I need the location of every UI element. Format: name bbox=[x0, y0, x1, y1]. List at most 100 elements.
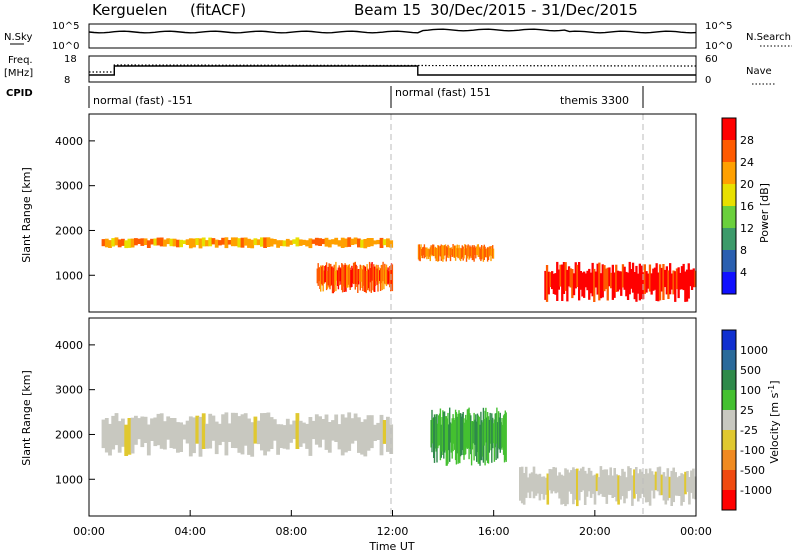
echo-cell bbox=[617, 475, 620, 505]
echo-cell bbox=[134, 415, 138, 445]
echo-cell bbox=[690, 269, 694, 290]
cpid-mode-2: normal (fast) 151 bbox=[395, 86, 491, 99]
echo-cell bbox=[436, 248, 438, 261]
echo-cell bbox=[172, 418, 177, 449]
echo-cell bbox=[176, 239, 180, 248]
echo-cell bbox=[373, 264, 375, 292]
nave-label: Nave bbox=[746, 66, 772, 77]
echo-cell bbox=[465, 244, 467, 255]
echo-cell bbox=[247, 418, 251, 455]
echo-cell bbox=[430, 420, 432, 448]
echo-cell bbox=[492, 423, 495, 444]
echo-cell bbox=[378, 267, 380, 284]
echo-cell bbox=[376, 239, 381, 245]
echo-cell bbox=[670, 470, 673, 506]
y-tick-label: 2000 bbox=[55, 428, 83, 441]
echo-cell bbox=[380, 265, 383, 284]
echo-cell bbox=[526, 477, 530, 493]
echo-cell bbox=[272, 419, 277, 441]
echo-cell bbox=[623, 471, 626, 504]
echo-cell bbox=[484, 410, 486, 466]
colorbar-swatch bbox=[722, 228, 736, 251]
echo-cell bbox=[635, 265, 638, 302]
colorbar-swatch bbox=[722, 430, 736, 451]
colorbar-tick-label: 28 bbox=[740, 134, 754, 147]
echo-cell bbox=[667, 270, 670, 299]
echo-cell bbox=[376, 268, 378, 285]
echo-cell bbox=[474, 246, 476, 255]
echo-cell bbox=[179, 422, 183, 452]
echo-cell bbox=[179, 239, 183, 248]
echo-cell bbox=[665, 266, 668, 295]
echo-cell bbox=[159, 413, 164, 449]
echo-cell bbox=[298, 420, 303, 447]
echo-cell bbox=[382, 239, 387, 246]
echo-cell bbox=[613, 272, 616, 298]
echo-cell bbox=[480, 411, 482, 461]
echo-cell bbox=[459, 413, 461, 464]
echo-cell bbox=[576, 468, 579, 507]
echo-cell bbox=[650, 471, 654, 491]
echo-cell bbox=[503, 413, 506, 463]
echo-cell bbox=[550, 469, 553, 494]
echo-cell bbox=[647, 273, 650, 289]
colorbar-swatch bbox=[722, 370, 736, 391]
echo-cell bbox=[562, 262, 566, 294]
echo-cell bbox=[295, 413, 300, 449]
echo-cell bbox=[433, 414, 436, 463]
echo-cell bbox=[660, 267, 663, 292]
echo-cell bbox=[218, 240, 222, 246]
echo-cell bbox=[317, 263, 319, 286]
echo-cell bbox=[476, 246, 478, 255]
echo-cell bbox=[431, 409, 433, 453]
freq-label-1: Freq. bbox=[8, 55, 33, 66]
colorbar-swatch bbox=[722, 140, 736, 163]
echo-cell bbox=[648, 264, 652, 292]
echo-cell bbox=[501, 418, 503, 450]
echo-cell bbox=[124, 424, 129, 456]
echo-cell bbox=[269, 417, 274, 449]
echo-cell bbox=[441, 417, 443, 452]
echo-cell bbox=[211, 238, 216, 245]
nsky-frame bbox=[88, 23, 697, 49]
echo-cell bbox=[211, 415, 216, 441]
echo-cell bbox=[462, 412, 464, 455]
echo-cell bbox=[114, 237, 119, 246]
echo-cell bbox=[579, 271, 582, 290]
echo-cell bbox=[459, 413, 462, 457]
echo-cell bbox=[208, 237, 213, 247]
echo-cell bbox=[360, 239, 364, 248]
echo-cell bbox=[654, 471, 658, 491]
echo-cell bbox=[452, 414, 454, 452]
echo-cell bbox=[137, 238, 141, 244]
echo-cell bbox=[282, 240, 287, 247]
echo-cell bbox=[266, 237, 271, 247]
echo-cell bbox=[664, 269, 667, 288]
echo-cell bbox=[130, 238, 135, 248]
echo-cell bbox=[347, 412, 352, 451]
echo-cell bbox=[359, 264, 361, 291]
echo-cell bbox=[361, 265, 363, 288]
echo-cell bbox=[564, 468, 567, 507]
echo-cell bbox=[256, 239, 261, 246]
echo-cell bbox=[279, 424, 284, 448]
echo-cell bbox=[473, 245, 475, 262]
echo-cell bbox=[425, 247, 427, 257]
echo-cell bbox=[382, 420, 387, 444]
echo-cell bbox=[208, 413, 213, 449]
echo-cell bbox=[445, 416, 447, 466]
echo-cell bbox=[321, 265, 324, 286]
velocity-y-ticks: 4000 3000 2000 1000 bbox=[55, 339, 95, 486]
echo-cell bbox=[676, 477, 679, 496]
power-colorbar-label: Power [dB] bbox=[758, 183, 771, 243]
echo-cell bbox=[435, 247, 437, 262]
echo-cell bbox=[491, 246, 493, 256]
echo-cell bbox=[449, 422, 452, 443]
echo-cell bbox=[589, 272, 593, 294]
echo-cell bbox=[153, 417, 158, 447]
echo-cell bbox=[626, 272, 630, 300]
echo-cell bbox=[644, 468, 648, 503]
echo-cell bbox=[476, 421, 478, 462]
echo-cell bbox=[325, 265, 327, 283]
echo-cell bbox=[363, 265, 365, 286]
